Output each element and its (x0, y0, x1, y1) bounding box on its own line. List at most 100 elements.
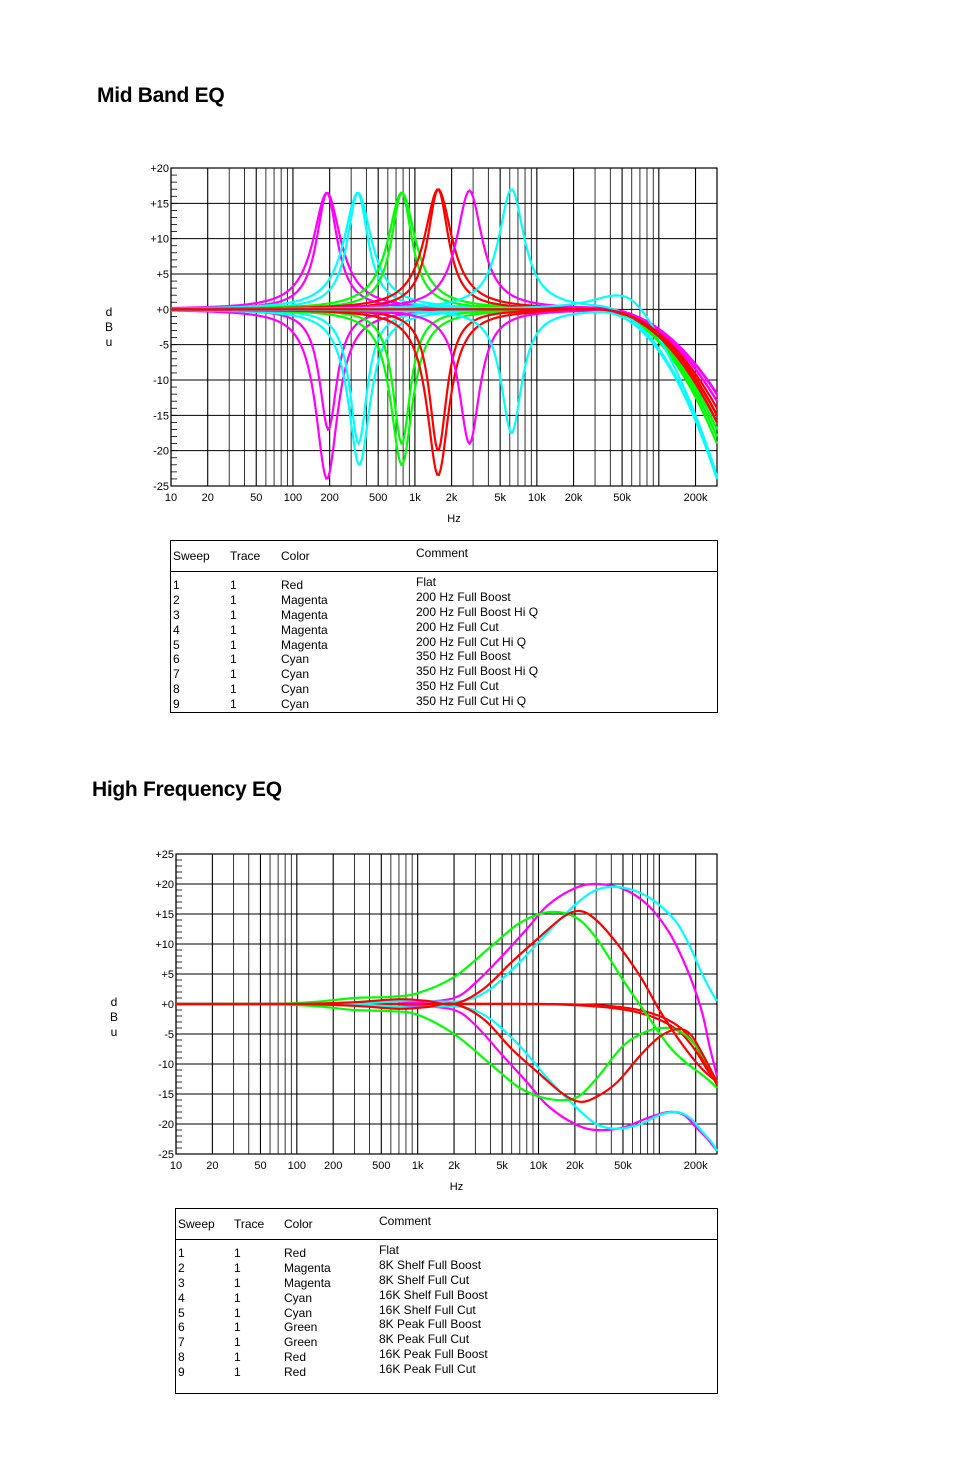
legend-body: 1 1 Red Flat 2 1 Magenta 8K Shelf Full Boost 3 1 M… (176, 1243, 717, 1380)
legend-comment-cell: 16K Peak Full Cut (379, 1362, 476, 1377)
legend-sweep-cell: 6 (173, 652, 180, 667)
y-tick-label: -25 (153, 481, 169, 493)
x-tick-label: 2k (446, 492, 458, 504)
x-axis-label: Hz (450, 1181, 463, 1193)
legend-trace-cell: 1 (230, 667, 237, 682)
legend-color-cell: Green (284, 1335, 318, 1350)
y-axis-label-letter: d (105, 305, 113, 319)
legend-trace-cell: 1 (234, 1320, 241, 1335)
legend-trace-cell: 1 (230, 622, 237, 637)
legend-comment-cell: 200 Hz Full Boost (416, 589, 511, 604)
legend-color-cell: Cyan (284, 1290, 313, 1305)
x-tick-label: 100 (288, 1160, 306, 1172)
header-sweep: Sweep (178, 1217, 215, 1231)
y-tick-label: -10 (158, 1059, 174, 1071)
legend-sweep-cell: 3 (178, 1275, 185, 1290)
series-line (176, 1002, 718, 1152)
legend-row: 2 1 Magenta 200 Hz Full Boost (171, 589, 717, 608)
x-tick-label: 500 (369, 492, 387, 504)
legend-color-cell: Magenta (281, 607, 328, 622)
legend-trace-cell: 1 (234, 1260, 241, 1275)
legend-row: 2 1 Magenta 8K Shelf Full Boost (176, 1258, 717, 1276)
series-line (176, 1002, 718, 1083)
series-line (176, 1002, 718, 1086)
x-tick-label: 100 (284, 492, 302, 504)
x-tick-label: 200k (684, 1160, 708, 1172)
series-group (171, 188, 719, 480)
high-frequency-legend-table: Sweep Trace Color Comment 1 1 Red Flat 2 1 Mag… (175, 1208, 718, 1394)
legend-trace-cell: 1 (234, 1365, 241, 1380)
legend-row: 3 1 Magenta 200 Hz Full Boost Hi Q (171, 605, 717, 623)
series-group (176, 882, 719, 1152)
legend-comment-cell: 16K Shelf Full Cut (379, 1302, 476, 1317)
legend-comment-cell: 350 Hz Full Boost Hi Q (416, 664, 539, 679)
y-tick-label: -15 (158, 1089, 174, 1101)
legend-row: 4 1 Cyan 16K Shelf Full Boost (176, 1287, 717, 1306)
legend-comment-cell: 350 Hz Full Cut (416, 679, 499, 694)
y-tick-label: -20 (153, 446, 169, 458)
x-tick-label: 10 (170, 1160, 182, 1172)
legend-row: 7 1 Green 8K Peak Full Cut (176, 1332, 717, 1350)
legend-comment-cell: 200 Hz Full Cut Hi Q (416, 634, 527, 649)
y-tick-label: +5 (156, 269, 169, 281)
y-axis-label-letter: d (110, 995, 118, 1009)
y-tick-label: -25 (158, 1149, 174, 1161)
y-tick-label: +0 (161, 999, 174, 1011)
mid-band-legend-table: Sweep Trace Color Comment 1 1 Red Flat 2 1 Mag… (170, 540, 718, 713)
x-tick-label: 200k (684, 492, 708, 504)
y-tick-label: +25 (155, 849, 174, 861)
legend-sweep-cell: 4 (173, 622, 180, 637)
legend-trace-cell: 1 (230, 652, 237, 667)
y-axis-label-letter: u (110, 1025, 118, 1039)
header-comment: Comment (379, 1214, 432, 1228)
legend-comment-cell: 350 Hz Full Cut Hi Q (416, 694, 527, 709)
legend-sweep-cell: 7 (173, 667, 180, 682)
y-tick-label: -15 (153, 410, 169, 422)
plot-frame (170, 167, 718, 487)
x-tick-label: 5k (496, 1160, 508, 1172)
x-tick-label: 20k (565, 492, 583, 504)
y-axis-label-letter: B (109, 1010, 118, 1024)
y-tick-label: -10 (153, 375, 169, 387)
header-color: Color (284, 1217, 313, 1231)
legend-sweep-cell: 6 (178, 1320, 185, 1335)
y-tick-label: +10 (150, 234, 169, 246)
y-tick-label: -5 (159, 340, 169, 352)
mid-band-eq-title: Mid Band EQ (97, 84, 225, 107)
legend-row: 3 1 Magenta 8K Shelf Full Cut (176, 1272, 717, 1291)
x-tick-label: 20k (566, 1160, 584, 1172)
series-line (176, 910, 718, 1089)
legend-sweep-cell: 8 (178, 1350, 185, 1365)
y-tick-label: +20 (150, 163, 169, 175)
y-tick-label: +10 (155, 939, 174, 951)
legend-trace-cell: 1 (234, 1275, 241, 1290)
legend-sweep-cell: 9 (173, 697, 180, 712)
legend-color-cell: Magenta (281, 637, 328, 652)
header-comment: Comment (416, 546, 469, 560)
legend-sweep-cell: 2 (173, 592, 180, 607)
legend-color-cell: Magenta (281, 622, 328, 637)
legend-comment-cell: 8K Shelf Full Cut (379, 1272, 470, 1287)
legend-row: 8 1 Red 16K Peak Full Boost (176, 1347, 717, 1365)
legend-trace-cell: 1 (234, 1246, 241, 1260)
x-tick-label: 500 (372, 1160, 390, 1172)
legend-comment-cell: 16K Peak Full Boost (379, 1347, 488, 1362)
legend-sweep-cell: 8 (173, 682, 180, 697)
y-tick-label: +15 (150, 198, 169, 210)
legend-color-cell: Cyan (284, 1305, 313, 1320)
x-tick-label: 20 (202, 492, 214, 504)
series-line (176, 909, 718, 1083)
y-axis-label-letter: B (104, 320, 113, 334)
high-frequency-eq-title: High Frequency EQ (92, 778, 282, 801)
legend-comment-cell: 16K Shelf Full Boost (379, 1287, 488, 1302)
legend-sweep-cell: 9 (178, 1365, 185, 1380)
x-tick-label: 2k (448, 1160, 460, 1172)
legend-comment-cell: 200 Hz Full Cut (416, 619, 499, 634)
x-tick-label: 10k (528, 492, 546, 504)
legend-row: 9 1 Red 16K Peak Full Cut (176, 1362, 717, 1380)
x-tick-label: 5k (494, 492, 506, 504)
legend-row: 5 1 Cyan 16K Shelf Full Cut (176, 1302, 717, 1321)
legend-sweep-cell: 4 (178, 1290, 185, 1305)
